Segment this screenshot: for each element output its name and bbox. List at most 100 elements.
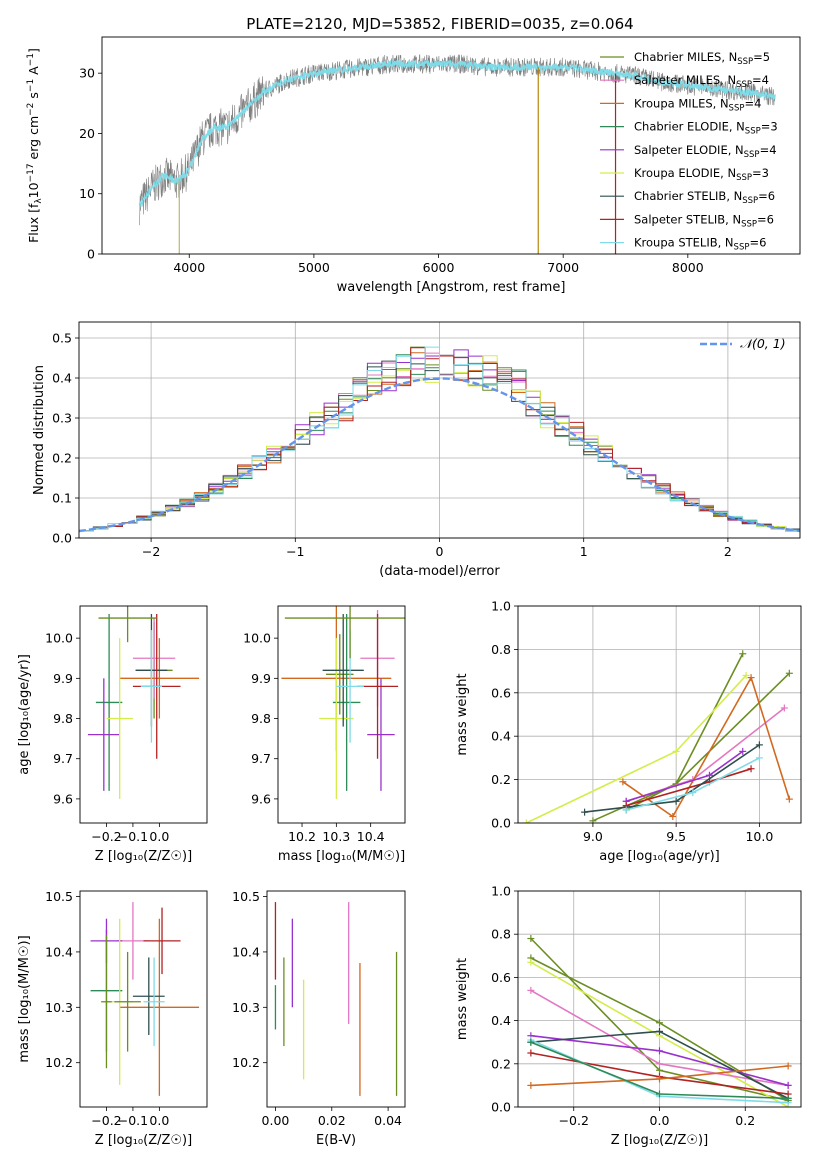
x-tick-label: −1 (286, 544, 304, 559)
weight-marker (527, 1038, 535, 1046)
errorbar-point (98, 606, 157, 643)
y-tick-label: 9.8 (251, 711, 271, 726)
x-tick-label: 9.5 (666, 829, 686, 844)
x-tick-label: 0.04 (374, 1113, 402, 1128)
x-tick-label: 0.0 (650, 1113, 670, 1128)
y-tick-label: 20 (79, 126, 95, 141)
x-tick-label: −0.1 (118, 829, 148, 844)
weight-vs-age-y-axis-label: mass weight (455, 673, 470, 755)
mass-vs-ebv-x-axis-label: E(B-V) (316, 1133, 356, 1148)
errorbar-point (119, 638, 200, 719)
weight-marker (739, 747, 747, 755)
y-tick-label: 10.3 (232, 1000, 260, 1015)
y-tick-label: 0.4 (52, 371, 72, 386)
figure-title: PLATE=2120, MJD=53852, FIBERID=0035, z=0… (246, 15, 633, 33)
x-tick-label: −0.2 (559, 1113, 589, 1128)
age-vs-Z-plot-area (87, 606, 200, 799)
y-tick-label: 10 (79, 186, 95, 201)
x-tick-label: 0.02 (318, 1113, 346, 1128)
weight-marker (689, 789, 697, 797)
weight-marker (739, 650, 747, 658)
weight-marker (705, 771, 713, 779)
y-tick-label: 9.9 (251, 671, 271, 686)
spectrum-panel: 4000 5000 6000 7000 8000 0 10 20 30 wavelength [A… (26, 36, 801, 295)
y-tick-label: 9.6 (251, 791, 271, 806)
y-tick-label: 0.1 (52, 491, 72, 506)
spectrum-axes-frame (101, 36, 801, 255)
x-tick-label: 1 (580, 544, 588, 559)
errorbar-point (326, 634, 354, 715)
weight-vs-Z-y-axis-label: mass weight (455, 958, 470, 1040)
age-vs-mass-axes-frame (277, 605, 406, 824)
errorbar-point (119, 918, 200, 1096)
mass-vs-Z-x-axis-label: Z [log₁₀(Z/Z☉)] (95, 1133, 192, 1148)
x-tick-label: −0.1 (118, 1113, 148, 1128)
y-tick-label: 0.6 (491, 685, 511, 700)
y-tick-label: 0.8 (491, 642, 511, 657)
model-spectrum-line (138, 58, 776, 208)
legend-entry: Salpeter MILES, NSSP=4 (634, 73, 769, 90)
legend-entry: Chabrier MILES, NSSP=5 (634, 50, 770, 67)
weight-series-line (584, 744, 760, 813)
errorbar-point (140, 630, 163, 743)
x-tick-label: 8000 (672, 260, 704, 275)
weight-marker (656, 1090, 663, 1098)
y-tick-label: 10.0 (243, 631, 271, 646)
y-tick-label: 0.6 (491, 970, 511, 985)
legend-entry: Kroupa STELIB, NSSP=6 (634, 236, 766, 253)
weight-vs-Z-panel: −0.2 0.0 0.2 0.0 0.2 0.4 0.6 0.8 1.0 Z [log₁₀(Z/Z… (455, 884, 802, 1148)
x-tick-label: 0.0 (149, 829, 169, 844)
y-tick-label: 10.5 (45, 889, 73, 904)
x-tick-label: 5000 (298, 260, 330, 275)
weight-marker (747, 674, 755, 682)
errorbar-point (143, 907, 181, 975)
y-tick-label: 0.2 (491, 772, 511, 787)
y-tick-label: 0.0 (491, 816, 511, 831)
legend-entry: Kroupa MILES, NSSP=4 (634, 96, 761, 113)
mass-vs-Z-plot-area (90, 902, 200, 1096)
weight-marker (527, 935, 535, 943)
errorbar-point (143, 957, 165, 1047)
y-tick-label: 10.5 (232, 889, 260, 904)
legend-entry: Chabrier STELIB, NSSP=6 (634, 189, 775, 206)
residual-histogram (79, 346, 800, 532)
y-tick-label: 9.7 (251, 751, 271, 766)
mass-vs-ebv-axes-frame (266, 890, 406, 1108)
y-tick-label: 0.5 (52, 331, 72, 346)
legend-entry: 𝒩(0, 1) (740, 336, 786, 351)
weight-vs-age-x-axis-label: age [log₁₀(age/yr)] (599, 849, 720, 864)
residuals-y-axis-label: Normed distribution (32, 365, 47, 495)
residuals-x-axis-label: (data-model)/error (379, 564, 500, 579)
y-tick-label: 0.0 (52, 531, 72, 546)
x-tick-label: 0.00 (262, 1113, 290, 1128)
residuals-legend: 𝒩(0, 1) (700, 336, 786, 351)
weight-series-line (625, 653, 744, 811)
weight-marker (622, 806, 630, 814)
age-vs-mass-panel: 10.2 10.3 10.4 9.6 9.7 9.8 9.9 10.0 mass [log₁₀(… (243, 605, 406, 864)
age-vs-mass-x-axis-label: mass [log₁₀(M/M☉)] (278, 849, 405, 864)
weight-marker (672, 797, 680, 805)
residuals-plot-area (79, 346, 800, 533)
y-tick-label: 9.8 (53, 711, 73, 726)
mass-vs-Z-y-axis-label: mass [log₁₀(M/M☉)] (17, 935, 32, 1062)
y-tick-label: 0 (87, 247, 95, 262)
y-tick-label: 0.4 (491, 1013, 511, 1028)
y-tick-label: 10.0 (45, 631, 73, 646)
weight-marker (656, 1066, 663, 1074)
mass-vs-Z-axes-frame (79, 890, 208, 1108)
weight-marker (784, 1062, 792, 1070)
weight-marker (527, 986, 535, 994)
weight-marker (619, 778, 627, 786)
x-tick-label: 10.0 (745, 829, 773, 844)
y-tick-label: 9.6 (53, 791, 73, 806)
legend-entry: Kroupa ELODIE, NSSP=3 (634, 166, 769, 183)
residuals-panel: −2 −1 0 1 2 0.0 0.1 0.2 0.3 0.4 0.5 (data-model)/er… (32, 321, 801, 579)
y-tick-label: 10.4 (232, 944, 260, 959)
y-tick-label: 10.4 (45, 944, 73, 959)
weight-marker (581, 808, 589, 816)
x-tick-label: 6000 (423, 260, 455, 275)
x-tick-label: 10.3 (322, 829, 350, 844)
errorbar-point (132, 957, 165, 1035)
weight-vs-age-panel: 9.0 9.5 10.0 0.0 0.2 0.4 0.6 0.8 1.0 age [log₁₀(a… (455, 599, 802, 864)
